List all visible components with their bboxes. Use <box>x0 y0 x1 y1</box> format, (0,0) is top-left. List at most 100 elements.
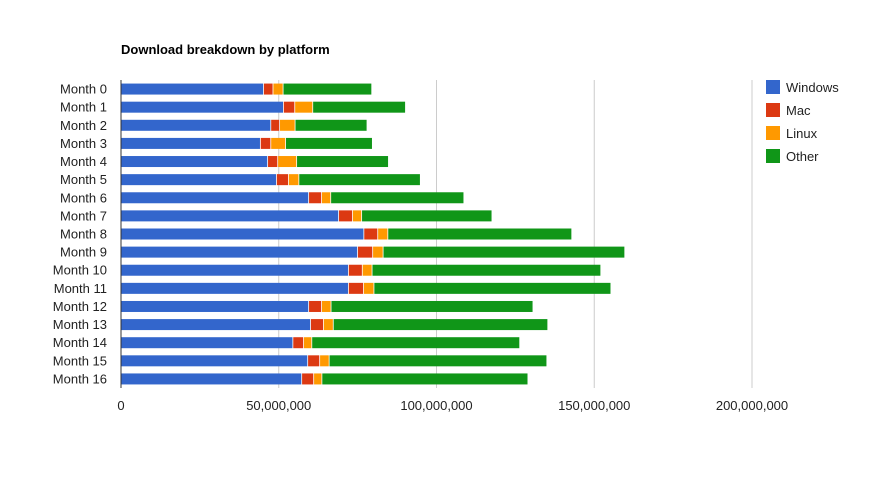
bar-mac-month-6[interactable] <box>309 192 322 204</box>
bar-other-month-7[interactable] <box>362 210 492 222</box>
bar-linux-month-9[interactable] <box>373 246 383 258</box>
bar-linux-month-6[interactable] <box>321 192 331 204</box>
bar-other-month-11[interactable] <box>374 282 611 294</box>
bar-linux-month-10[interactable] <box>362 264 372 276</box>
bar-mac-month-13[interactable] <box>310 319 324 331</box>
bar-windows-month-0[interactable] <box>121 83 264 95</box>
bar-windows-month-9[interactable] <box>121 246 358 258</box>
bar-windows-month-7[interactable] <box>121 210 339 222</box>
bar-windows-month-10[interactable] <box>121 264 348 276</box>
x-tick-label: 50,000,000 <box>246 398 311 413</box>
bar-linux-month-7[interactable] <box>352 210 362 222</box>
bar-other-month-0[interactable] <box>283 83 372 95</box>
bar-mac-month-5[interactable] <box>276 174 289 186</box>
bar-mac-month-16[interactable] <box>302 373 314 385</box>
bar-other-month-12[interactable] <box>331 300 533 312</box>
bar-linux-month-15[interactable] <box>320 355 329 367</box>
bar-other-month-2[interactable] <box>295 119 367 131</box>
y-category-label: Month 0 <box>60 82 107 97</box>
y-category-label: Month 3 <box>60 136 107 151</box>
bar-windows-month-12[interactable] <box>121 300 309 312</box>
chart-title: Download breakdown by platform <box>121 42 330 57</box>
bar-other-month-8[interactable] <box>388 228 572 240</box>
bar-windows-month-14[interactable] <box>121 337 293 349</box>
y-category-label: Month 1 <box>60 100 107 115</box>
bar-windows-month-3[interactable] <box>121 137 260 149</box>
bar-mac-month-12[interactable] <box>309 300 322 312</box>
y-category-label: Month 5 <box>60 172 107 187</box>
y-category-label: Month 16 <box>53 371 107 386</box>
bar-mac-month-3[interactable] <box>260 137 271 149</box>
y-category-label: Month 10 <box>53 263 107 278</box>
bar-linux-month-1[interactable] <box>295 101 313 113</box>
bar-linux-month-14[interactable] <box>303 337 312 349</box>
bar-mac-month-4[interactable] <box>268 156 278 168</box>
y-category-label: Month 8 <box>60 227 107 242</box>
bar-windows-month-16[interactable] <box>121 373 302 385</box>
bar-linux-month-11[interactable] <box>363 282 374 294</box>
bar-windows-month-4[interactable] <box>121 156 268 168</box>
legend-swatch-other <box>766 149 780 163</box>
x-tick-label: 0 <box>117 398 124 413</box>
legend-swatch-windows <box>766 80 780 94</box>
bar-other-month-5[interactable] <box>299 174 420 186</box>
bar-other-month-15[interactable] <box>329 355 547 367</box>
bar-mac-month-1[interactable] <box>283 101 295 113</box>
y-category-label: Month 6 <box>60 190 107 205</box>
bar-windows-month-2[interactable] <box>121 119 271 131</box>
bar-other-month-16[interactable] <box>322 373 528 385</box>
bar-windows-month-8[interactable] <box>121 228 364 240</box>
bar-linux-month-5[interactable] <box>288 174 299 186</box>
y-category-label: Month 2 <box>60 118 107 133</box>
bar-other-month-9[interactable] <box>383 246 625 258</box>
y-category-label: Month 9 <box>60 245 107 260</box>
legend-label: Other <box>786 149 819 164</box>
bar-windows-month-11[interactable] <box>121 282 348 294</box>
legend-label: Windows <box>786 80 839 95</box>
legend-label: Linux <box>786 126 818 141</box>
bar-windows-month-6[interactable] <box>121 192 309 204</box>
legend-label: Mac <box>786 103 811 118</box>
bar-mac-month-8[interactable] <box>364 228 378 240</box>
bar-mac-month-9[interactable] <box>357 246 373 258</box>
legend-swatch-linux <box>766 126 780 140</box>
x-tick-label: 100,000,000 <box>400 398 472 413</box>
x-tick-label: 200,000,000 <box>716 398 788 413</box>
legend-swatch-mac <box>766 103 780 117</box>
bar-mac-month-10[interactable] <box>348 264 362 276</box>
bar-windows-month-15[interactable] <box>121 355 308 367</box>
bar-linux-month-3[interactable] <box>271 137 286 149</box>
x-tick-label: 150,000,000 <box>558 398 630 413</box>
bar-mac-month-11[interactable] <box>348 282 364 294</box>
bar-other-month-4[interactable] <box>297 156 389 168</box>
bar-mac-month-14[interactable] <box>293 337 304 349</box>
bar-linux-month-16[interactable] <box>314 373 322 385</box>
bar-windows-month-1[interactable] <box>121 101 283 113</box>
y-category-label: Month 15 <box>53 353 107 368</box>
bar-mac-month-0[interactable] <box>263 83 273 95</box>
bar-windows-month-13[interactable] <box>121 319 311 331</box>
bar-other-month-6[interactable] <box>331 192 464 204</box>
bar-other-month-13[interactable] <box>333 319 548 331</box>
y-category-label: Month 13 <box>53 317 107 332</box>
bar-mac-month-15[interactable] <box>308 355 320 367</box>
bar-windows-month-5[interactable] <box>121 174 277 186</box>
bar-linux-month-12[interactable] <box>321 300 331 312</box>
bar-linux-month-13[interactable] <box>323 319 333 331</box>
y-category-label: Month 7 <box>60 208 107 223</box>
bar-linux-month-2[interactable] <box>280 119 295 131</box>
bar-linux-month-0[interactable] <box>273 83 283 95</box>
bar-other-month-1[interactable] <box>313 101 406 113</box>
y-category-label: Month 12 <box>53 299 107 314</box>
bar-other-month-10[interactable] <box>372 264 601 276</box>
y-category-label: Month 4 <box>60 154 107 169</box>
bar-linux-month-4[interactable] <box>278 156 297 168</box>
bar-mac-month-7[interactable] <box>339 210 353 222</box>
bar-other-month-14[interactable] <box>312 337 520 349</box>
y-category-label: Month 11 <box>54 281 107 296</box>
y-category-label: Month 14 <box>53 335 107 350</box>
bar-linux-month-8[interactable] <box>378 228 388 240</box>
bar-mac-month-2[interactable] <box>271 119 280 131</box>
bar-other-month-3[interactable] <box>286 137 372 149</box>
